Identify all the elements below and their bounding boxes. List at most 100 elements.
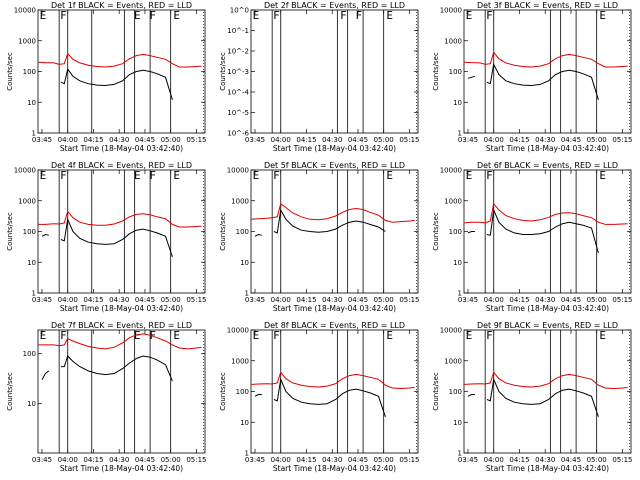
flag-label: E [134, 9, 141, 22]
x-tick-label: 05:15 [399, 456, 419, 464]
y-tick-label: 1 [458, 450, 462, 458]
x-tick-label: 04:45 [561, 136, 581, 144]
chart-title: Det 6f BLACK = Events, RED = LLD [477, 161, 618, 170]
x-tick-label: 05:00 [587, 296, 607, 304]
events-series-line [273, 377, 386, 417]
flag-label: E [173, 169, 180, 182]
x-tick-label: 04:45 [561, 456, 581, 464]
flag-label: E [40, 329, 47, 342]
y-tick-label: 10^0 [230, 7, 249, 15]
x-tick-label: 04:00 [271, 456, 291, 464]
lld-series-line [38, 333, 202, 350]
y-tick-label: 100 [23, 350, 36, 358]
flag-label: F [60, 9, 67, 22]
y-axis-label: Counts/sec [6, 372, 14, 411]
x-tick-label: 04:15 [296, 296, 316, 304]
x-tick-label: 04:00 [271, 136, 291, 144]
detector-panel: E F E 1 10 100 1000 10000 03:45 04:00 04:15 04:30 04… [426, 0, 639, 160]
x-axis-label: Start Time (18-May-04 03:42:40) [486, 144, 609, 153]
detector-panel: E F E F E 1 10 100 1000 10000 03:45 04:00 04:15 04:30… [0, 0, 213, 160]
lld-series-line [38, 210, 202, 228]
chart-title: Det 1f BLACK = Events, RED = LLD [51, 1, 192, 10]
y-tick-label: 10^-2 [227, 48, 249, 56]
x-tick-label: 05:00 [587, 456, 607, 464]
x-tick-label: 04:30 [109, 296, 129, 304]
flag-label: F [60, 169, 67, 182]
x-tick-label: 04:00 [484, 456, 504, 464]
x-tick-label: 03:45 [458, 136, 478, 144]
flag-label: F [149, 329, 156, 342]
detector-panel: E F F F E 10^0 10^-1 10^-2 10^-3 10^-4 10^-5 10^-6 0… [213, 0, 426, 160]
flag-label: E [173, 329, 180, 342]
flag-label: E [386, 169, 393, 182]
y-tick-label: 10^-4 [227, 89, 249, 97]
plot-frame [250, 9, 419, 134]
y-tick-label: 10 [453, 99, 462, 107]
chart-title: Det 5f BLACK = Events, RED = LLD [264, 161, 405, 170]
flag-label: F [273, 169, 280, 182]
y-tick-label: 1 [245, 450, 249, 458]
y-axis-label: Counts/sec [432, 372, 440, 411]
detector-panel: E F E 1 10 100 1000 10000 03:45 04:00 04:15 04:30 04… [426, 320, 639, 480]
x-tick-label: 03:45 [245, 456, 265, 464]
y-tick-label: 10^-6 [227, 130, 249, 138]
detector-panel: E F E F E 1 10 100 1000 10000 03:45 04:00 04:15 04:30… [0, 160, 213, 320]
y-tick-label: 10000 [227, 167, 249, 175]
x-tick-label: 03:45 [32, 136, 52, 144]
x-tick-label: 04:30 [322, 136, 342, 144]
events-series-line [486, 62, 599, 100]
y-tick-label: 10000 [227, 327, 249, 335]
flag-label: F [486, 329, 493, 342]
flag-label: E [466, 9, 473, 22]
y-tick-label: 1000 [444, 357, 462, 365]
chart-title: Det 3f BLACK = Events, RED = LLD [477, 1, 618, 10]
lld-series-line [464, 51, 628, 68]
y-tick-label: 10 [27, 400, 36, 408]
x-tick-label: 04:45 [348, 456, 368, 464]
y-axis-label: Counts/sec [219, 212, 227, 251]
x-tick-label: 04:30 [535, 296, 555, 304]
x-tick-label: 04:30 [322, 296, 342, 304]
y-tick-label: 10 [453, 259, 462, 267]
lld-series-line [464, 202, 628, 225]
x-tick-label: 04:00 [271, 296, 291, 304]
chart-title: Det 4f BLACK = Events, RED = LLD [51, 161, 192, 170]
y-tick-label: 10 [240, 419, 249, 427]
y-tick-label: 1 [458, 130, 462, 138]
detector-chart: E F F F E10^010^-110^-210^-310^-410^-510^-60… [219, 1, 420, 153]
y-tick-label: 1 [32, 130, 36, 138]
x-tick-label: 04:30 [322, 456, 342, 464]
detector-panel: E F E 1 10 100 1000 10000 03:45 04:00 04:15 04:30 04… [213, 320, 426, 480]
x-tick-label: 04:15 [296, 456, 316, 464]
x-tick-label: 04:15 [509, 296, 529, 304]
y-tick-label: 100 [236, 228, 249, 236]
y-tick-label: 100 [23, 228, 36, 236]
events-series-line [486, 208, 599, 254]
x-tick-label: 05:00 [161, 456, 181, 464]
detector-panel: E F E 1 10 100 1000 10000 03:45 04:00 04:15 04:30 04… [426, 160, 639, 320]
events-series-line [60, 217, 173, 257]
flag-label: E [253, 9, 260, 22]
flag-label: F [356, 9, 363, 22]
y-tick-label: 1000 [231, 357, 249, 365]
y-tick-label: 10000 [14, 167, 36, 175]
y-axis-label: Counts/sec [6, 212, 14, 251]
x-tick-label: 03:45 [32, 296, 52, 304]
x-tick-label: 03:45 [245, 136, 265, 144]
x-tick-label: 05:00 [374, 296, 394, 304]
flag-label: F [273, 9, 280, 22]
x-tick-label: 04:15 [83, 296, 103, 304]
x-tick-label: 04:45 [135, 296, 155, 304]
y-tick-label: 1000 [231, 197, 249, 205]
x-tick-label: 03:45 [458, 456, 478, 464]
x-tick-label: 05:00 [161, 296, 181, 304]
y-tick-label: 1000 [18, 37, 36, 45]
plot-frame [250, 329, 419, 454]
chart-title: Det 9f BLACK = Events, RED = LLD [477, 321, 618, 330]
x-tick-label: 05:15 [399, 296, 419, 304]
flag-label: F [486, 169, 493, 182]
